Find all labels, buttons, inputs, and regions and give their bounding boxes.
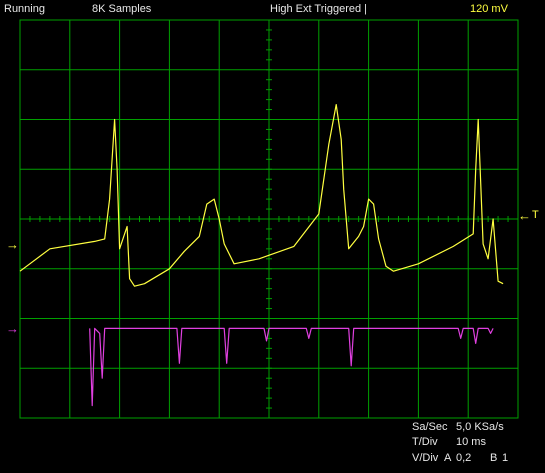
channel-a-offset-arrow-icon[interactable]: → (6, 237, 19, 252)
timediv-label: T/Div (412, 436, 438, 448)
samplerate-value: 5,0 KSa/s (456, 421, 504, 433)
trigger-level-arrow-icon[interactable]: ← (518, 208, 531, 223)
trigger-level-label: T (532, 209, 539, 221)
trigger-marker: | (364, 3, 367, 15)
run-state: Running (4, 3, 45, 15)
timediv-value: 10 ms (456, 436, 486, 448)
channel-a-label: A (444, 452, 452, 464)
waveform-traces (19, 103, 504, 407)
samplerate-label: Sa/Sec (412, 421, 448, 433)
status-bar: Running 8K Samples High Ext Triggered | … (0, 0, 545, 18)
channel-b-value: 1 (502, 452, 509, 464)
trace-channel-b (89, 327, 494, 407)
trace-channel-a (19, 103, 504, 287)
sample-count: 8K Samples (92, 3, 152, 15)
channel-b-offset-arrow-icon[interactable]: → (6, 321, 19, 336)
trigger-status: High Ext Triggered (270, 3, 362, 15)
channel-b-label: B (490, 452, 498, 464)
voltdiv-label: V/Div (412, 452, 439, 464)
trigger-level: 120 mV (470, 3, 508, 15)
channel-a-value: 0,2 (456, 452, 472, 464)
